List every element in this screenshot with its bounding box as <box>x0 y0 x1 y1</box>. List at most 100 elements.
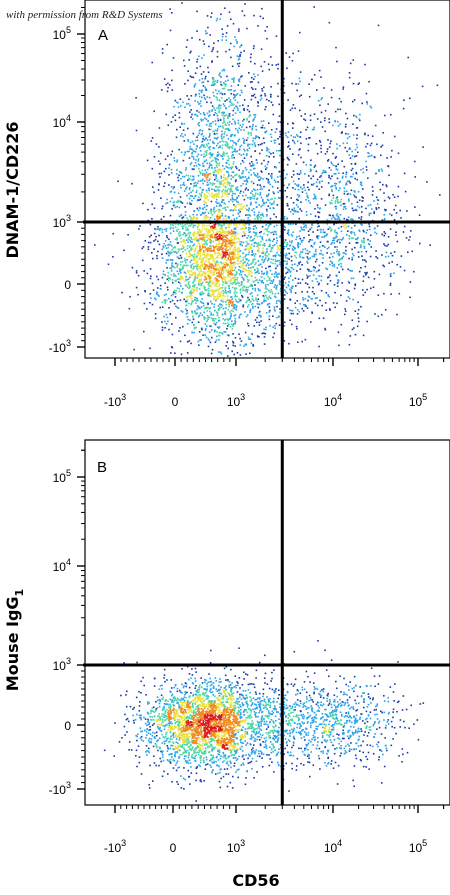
event-dot <box>275 275 278 278</box>
event-dot <box>189 295 192 297</box>
event-dot <box>228 157 230 160</box>
event-dot <box>263 328 265 331</box>
event-dot <box>251 128 253 131</box>
event-dot <box>230 92 233 95</box>
event-dot <box>277 254 280 256</box>
event-dot <box>225 292 228 295</box>
event-dot <box>204 98 207 101</box>
event-dot <box>202 178 204 181</box>
event-dot <box>391 261 393 263</box>
event-dot <box>199 113 202 115</box>
event-dot <box>191 168 194 170</box>
event-dot <box>191 310 193 313</box>
event-dot <box>234 256 236 258</box>
event-dot <box>362 167 364 170</box>
event-dot <box>204 175 207 177</box>
event-dot <box>161 329 164 331</box>
event-dot <box>192 265 195 268</box>
event-dot <box>275 224 278 227</box>
event-dot <box>267 63 270 65</box>
event-dot <box>339 108 342 111</box>
event-dot <box>361 188 364 190</box>
event-dot <box>221 35 224 38</box>
event-dot <box>200 261 202 264</box>
event-dot <box>203 318 206 321</box>
event-dot <box>292 153 294 155</box>
event-dot <box>211 50 213 53</box>
event-dot <box>213 225 216 228</box>
event-dot <box>244 268 246 271</box>
event-dot <box>193 165 195 167</box>
event-dot <box>238 265 241 268</box>
event-dot <box>254 75 256 78</box>
event-dot <box>297 199 299 202</box>
event-dot <box>235 204 238 207</box>
event-dot <box>299 256 301 258</box>
event-dot <box>198 170 201 173</box>
event-dot <box>192 318 195 321</box>
event-dot <box>242 305 244 308</box>
event-dot <box>267 180 269 183</box>
event-dot <box>209 286 212 288</box>
event-dot <box>240 144 243 147</box>
event-dot <box>308 188 310 191</box>
event-dot <box>268 277 271 279</box>
event-dot <box>365 250 368 253</box>
event-dot <box>175 275 177 278</box>
event-dot <box>296 184 298 187</box>
event-dot <box>220 135 223 137</box>
event-dot <box>237 257 239 259</box>
event-dot <box>229 190 232 193</box>
event-dot <box>204 307 206 310</box>
event-dot <box>201 89 204 91</box>
event-dot <box>363 240 365 242</box>
event-dot <box>243 285 245 288</box>
event-dot <box>215 321 218 324</box>
event-dot <box>258 272 260 274</box>
event-dot <box>313 182 315 185</box>
event-dot <box>220 154 222 157</box>
event-dot <box>170 121 173 123</box>
event-dot <box>268 173 270 175</box>
event-dot <box>193 158 195 160</box>
event-dot <box>352 219 355 221</box>
event-dot <box>203 257 205 259</box>
event-dot <box>193 324 195 327</box>
event-dot <box>223 133 226 135</box>
event-dot <box>290 312 292 315</box>
event-dot <box>224 289 227 292</box>
event-dot <box>251 193 254 195</box>
event-dot <box>211 249 213 252</box>
event-dot <box>230 233 232 235</box>
event-dot <box>185 284 187 287</box>
event-dot <box>235 300 238 303</box>
event-dot <box>191 291 194 294</box>
event-dot <box>198 272 201 275</box>
event-dot <box>170 224 172 226</box>
event-dot <box>213 137 216 139</box>
event-dot <box>214 289 217 291</box>
event-dot <box>272 152 275 154</box>
event-dot <box>200 339 202 341</box>
event-dot <box>240 162 242 165</box>
event-dot <box>224 287 227 290</box>
event-dot <box>196 110 198 112</box>
event-dot <box>198 228 200 231</box>
event-dot <box>269 297 272 299</box>
event-dot <box>200 120 203 122</box>
event-dot <box>272 255 275 257</box>
event-dot <box>247 278 249 281</box>
event-dot <box>175 289 177 292</box>
event-dot <box>94 244 96 246</box>
event-dot <box>321 236 323 238</box>
event-dot <box>267 148 270 151</box>
event-dot <box>223 118 225 120</box>
event-dot <box>249 352 251 355</box>
event-dot <box>211 293 213 296</box>
event-dot <box>171 79 173 82</box>
event-dot <box>207 282 210 284</box>
event-dot <box>294 107 296 110</box>
event-dot <box>209 229 212 231</box>
event-dot <box>232 163 235 165</box>
event-dot <box>221 242 224 245</box>
